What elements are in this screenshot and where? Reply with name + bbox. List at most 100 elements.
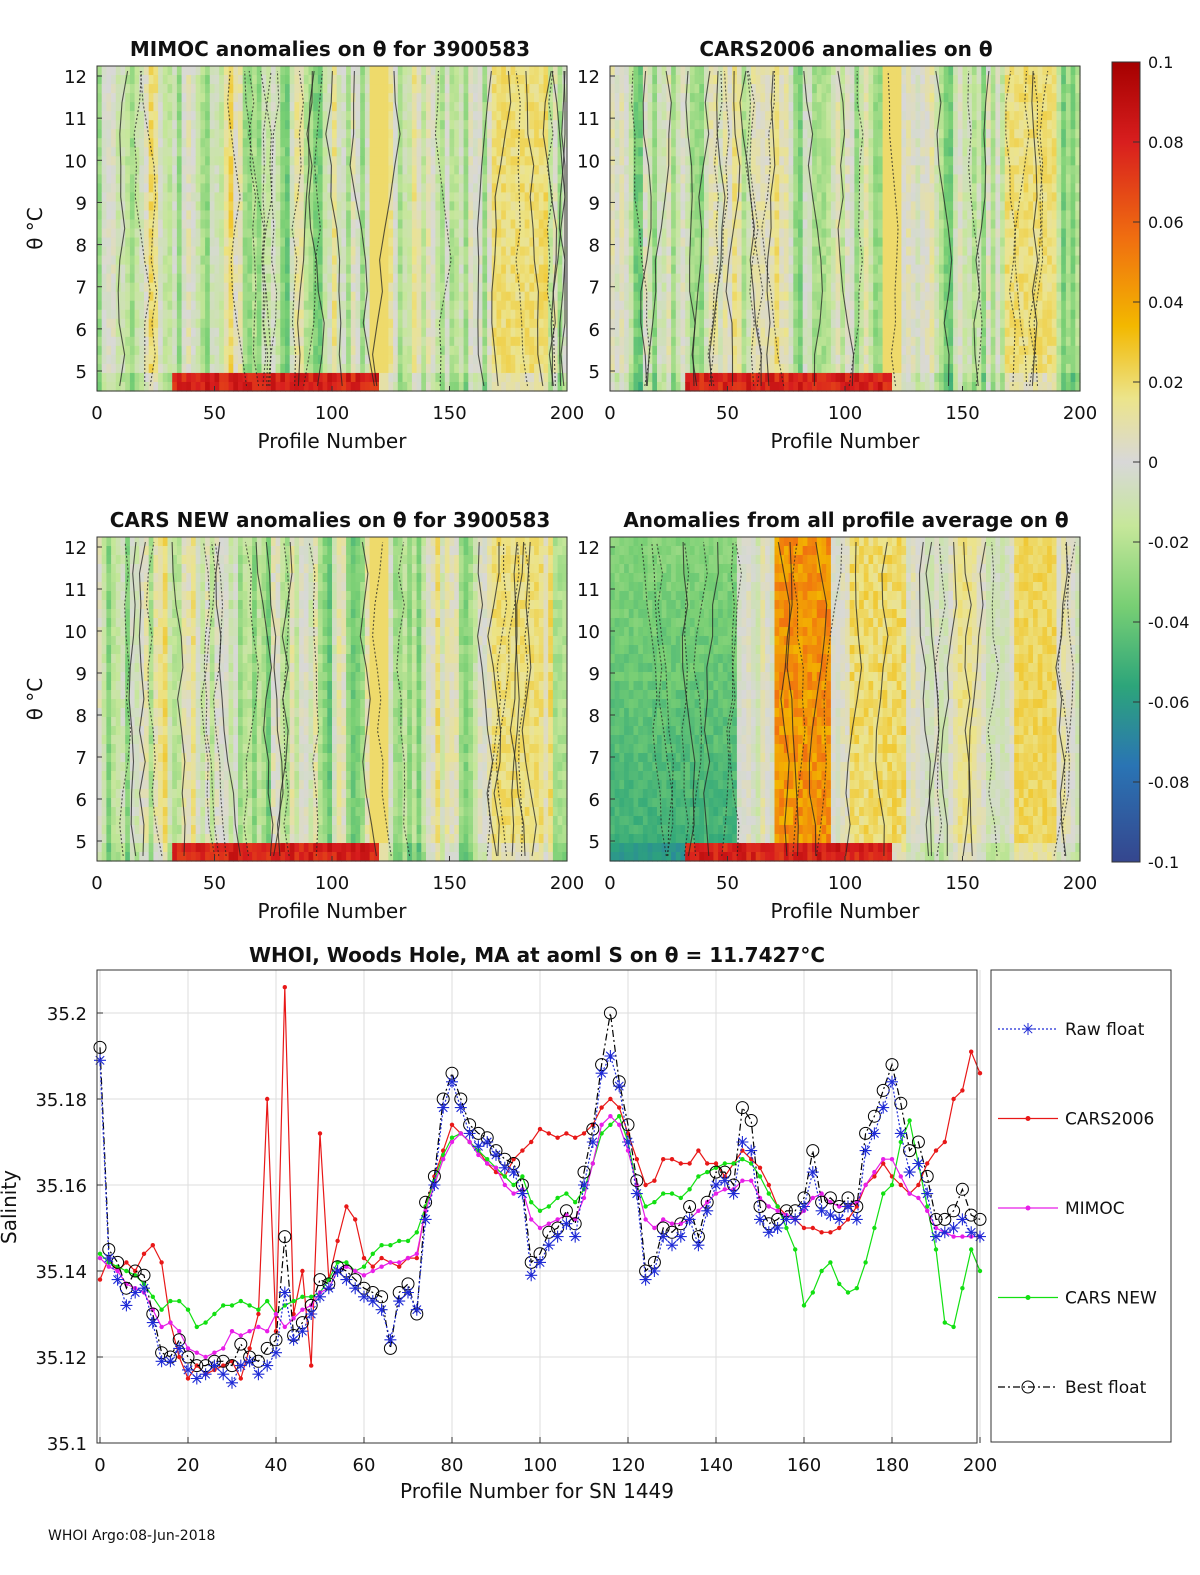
heatmap-cell xyxy=(191,174,197,184)
heatmap-cell xyxy=(411,381,418,392)
heatmap-cell xyxy=(153,129,159,139)
heatmap-cell xyxy=(200,282,206,293)
heatmap-cell xyxy=(685,192,691,203)
heatmap-cell xyxy=(769,264,776,275)
heatmap-cell xyxy=(727,318,733,329)
heatmap-cell xyxy=(624,345,630,356)
heatmap-cell xyxy=(299,237,305,248)
heatmap-cell xyxy=(336,93,342,103)
heatmap-cell xyxy=(106,93,112,103)
heatmap-cell xyxy=(139,318,145,329)
heatmap-cell xyxy=(327,129,333,139)
heatmap-cell xyxy=(628,309,635,320)
heatmap-cell xyxy=(463,264,469,275)
heatmap-cell xyxy=(111,327,117,338)
heatmap-cell xyxy=(317,165,324,175)
heatmap-cell xyxy=(524,354,530,365)
heatmap-cell xyxy=(543,354,549,365)
heatmap-cell xyxy=(699,345,705,356)
heatmap-cell xyxy=(266,129,272,139)
heatmap-cell xyxy=(97,255,103,266)
heatmap-cell xyxy=(205,237,211,248)
heatmap-cell xyxy=(289,300,295,311)
heatmap-cell xyxy=(336,309,342,320)
heatmap-cell xyxy=(538,219,545,230)
heatmap-cell xyxy=(614,93,620,103)
heatmap-cell xyxy=(552,93,559,103)
heatmap-cell xyxy=(144,228,150,239)
heatmap-cell xyxy=(233,237,239,248)
heatmap-cell xyxy=(736,66,743,76)
heatmap-cell xyxy=(704,120,710,130)
heatmap-cell xyxy=(505,156,512,166)
heatmap-cell xyxy=(355,237,361,248)
heatmap-cell xyxy=(435,192,441,203)
heatmap-cell xyxy=(275,309,281,320)
heatmap-cell xyxy=(181,93,187,103)
heatmap-cell xyxy=(473,309,479,320)
heatmap-cell xyxy=(275,372,281,383)
heatmap-cell xyxy=(275,201,281,212)
heatmap-cell xyxy=(308,381,314,392)
heatmap-cell xyxy=(482,84,488,94)
heatmap-cell xyxy=(242,129,248,139)
heatmap-cell xyxy=(299,291,305,302)
heatmap-cell xyxy=(769,156,776,166)
heatmap-cell xyxy=(642,66,649,76)
heatmap-cell xyxy=(430,354,436,365)
heatmap-cell xyxy=(256,111,263,121)
heatmap-cell xyxy=(774,381,780,392)
heatmap-cell xyxy=(482,228,488,239)
heatmap-cell xyxy=(699,318,705,329)
heatmap-cell xyxy=(510,192,516,203)
heatmap-cell xyxy=(308,300,314,311)
heatmap-cell xyxy=(543,183,549,193)
heatmap-cell xyxy=(440,237,446,248)
heatmap-cell xyxy=(496,66,502,76)
heatmap-cell xyxy=(647,345,653,356)
heatmap-cell xyxy=(685,201,691,212)
heatmap-cell xyxy=(383,372,389,383)
heatmap-cell xyxy=(619,120,625,130)
heatmap-cell xyxy=(191,345,197,356)
heatmap-cell xyxy=(402,138,408,148)
heatmap-cell xyxy=(106,210,112,221)
heatmap-cell xyxy=(158,102,164,112)
heatmap-cell xyxy=(487,372,493,383)
heatmap-cell xyxy=(633,165,639,175)
heatmap-cell xyxy=(270,84,277,94)
heatmap-cell xyxy=(120,372,126,383)
heatmap-cell xyxy=(214,228,220,239)
heatmap-cell xyxy=(205,354,211,365)
heatmap-cell xyxy=(610,201,616,212)
heatmap-cell xyxy=(294,129,300,139)
heatmap-cell xyxy=(473,318,479,329)
heatmap-cell xyxy=(510,156,516,166)
heatmap-cell xyxy=(101,120,107,130)
heatmap-cell xyxy=(426,201,432,212)
heatmap-cell xyxy=(369,372,375,383)
heatmap-cell xyxy=(633,291,639,302)
heatmap-cell xyxy=(233,120,239,130)
heatmap-cell xyxy=(111,183,117,193)
heatmap-cell xyxy=(543,237,549,248)
heatmap-cell xyxy=(444,93,451,103)
heatmap-cell xyxy=(397,309,404,320)
heatmap-cell xyxy=(496,165,502,175)
heatmap-cell xyxy=(139,120,145,130)
heatmap-cell xyxy=(755,210,761,221)
heatmap-cell xyxy=(718,345,724,356)
heatmap-cell xyxy=(158,174,164,184)
heatmap-cell xyxy=(200,102,206,112)
heatmap-cell xyxy=(675,192,682,203)
heatmap-cell xyxy=(162,237,169,248)
x-tick-label: 50 xyxy=(203,403,226,424)
heatmap-cell xyxy=(619,291,625,302)
heatmap-cell xyxy=(167,201,173,212)
heatmap-cell xyxy=(440,255,446,266)
heatmap-cell xyxy=(294,354,300,365)
heatmap-cell xyxy=(444,192,451,203)
heatmap-cell xyxy=(718,174,724,184)
heatmap-cell xyxy=(694,300,700,311)
heatmap-cell xyxy=(774,354,780,365)
